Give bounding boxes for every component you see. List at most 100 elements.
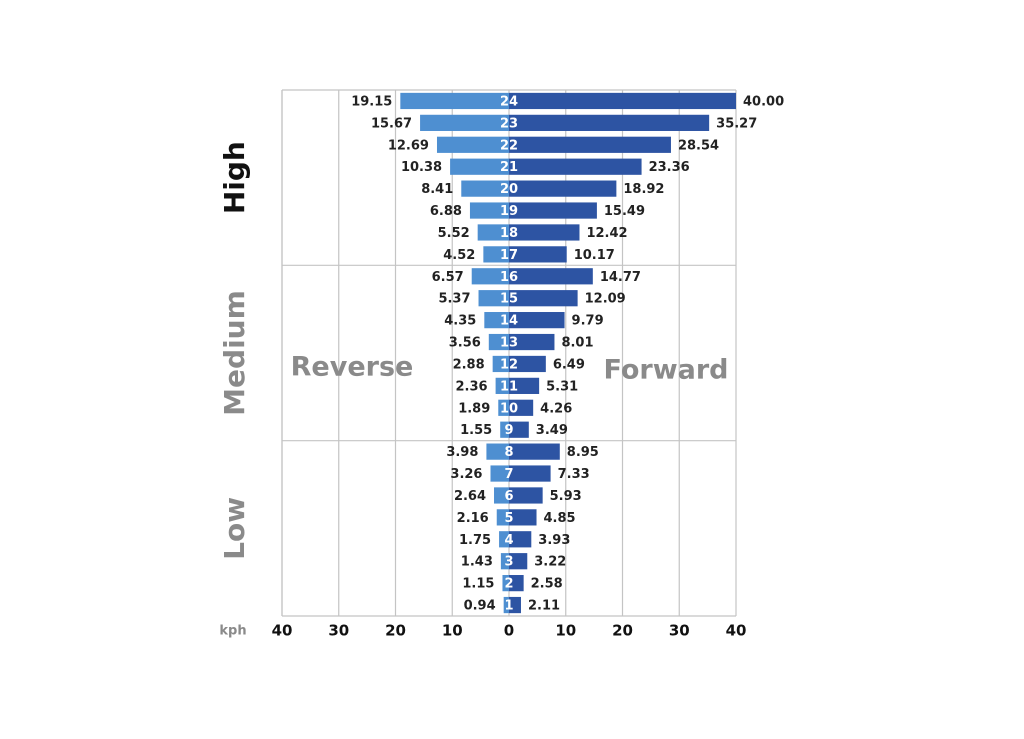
value-label: 0.94 <box>464 599 496 614</box>
value-label: 23.36 <box>649 160 690 175</box>
category-label: 19 <box>500 204 518 219</box>
bar <box>509 268 593 285</box>
bar <box>509 531 532 548</box>
bar <box>400 92 509 110</box>
bar <box>486 443 509 460</box>
value-label: 2.11 <box>528 599 560 614</box>
category-label: 13 <box>500 336 518 351</box>
bar <box>499 531 509 548</box>
x-tick-label: 40 <box>726 622 747 640</box>
value-label: 15.49 <box>604 204 645 219</box>
bar <box>477 224 509 241</box>
series-label: Forward <box>603 355 728 386</box>
bar <box>483 246 509 263</box>
value-label: 8.41 <box>421 182 453 197</box>
value-label: 2.36 <box>456 379 488 394</box>
bar <box>509 443 560 460</box>
value-label: 1.15 <box>462 577 494 592</box>
bar <box>484 312 509 329</box>
category-label: 5 <box>504 511 513 526</box>
bar <box>509 202 597 219</box>
category-label: 1 <box>504 599 513 614</box>
value-label: 3.98 <box>446 445 478 460</box>
value-label: 4.26 <box>540 401 572 416</box>
x-tick-label: 20 <box>385 622 406 640</box>
value-label: 12.69 <box>388 138 429 153</box>
x-tick-label: 30 <box>328 622 349 640</box>
x-tick-label: 20 <box>612 622 633 640</box>
value-label: 3.49 <box>536 423 568 438</box>
value-label: 4.35 <box>444 314 476 329</box>
bar <box>509 180 617 197</box>
bar <box>509 421 529 438</box>
category-label: 3 <box>504 555 513 570</box>
bar <box>509 114 710 131</box>
bar <box>509 333 555 351</box>
value-label: 2.58 <box>531 577 563 592</box>
value-label: 15.67 <box>371 116 412 131</box>
bar <box>478 290 509 307</box>
bar <box>509 224 580 241</box>
category-label: 12 <box>500 357 518 372</box>
value-label: 28.54 <box>678 138 719 153</box>
value-label: 3.22 <box>534 555 566 570</box>
value-label: 5.37 <box>438 292 470 307</box>
value-label: 19.15 <box>351 94 392 109</box>
value-label: 18.92 <box>623 182 664 197</box>
bar <box>490 465 509 482</box>
x-tick-label: 40 <box>272 622 293 640</box>
bar <box>509 377 540 394</box>
bar <box>502 575 509 592</box>
value-label: 1.89 <box>458 401 490 416</box>
category-label: 7 <box>504 467 513 482</box>
category-label: 9 <box>504 423 513 438</box>
bar <box>496 509 509 526</box>
bar <box>509 290 578 307</box>
bar <box>450 158 509 175</box>
bar <box>494 487 509 504</box>
bar <box>492 355 509 373</box>
value-label: 1.55 <box>460 423 492 438</box>
group-label: Medium <box>218 290 251 416</box>
value-label: 10.17 <box>574 248 615 263</box>
bar <box>503 596 509 614</box>
x-axis-label: kph <box>219 624 246 639</box>
value-label: 6.49 <box>553 357 585 372</box>
bar <box>509 596 521 614</box>
value-label: 5.52 <box>438 226 470 241</box>
value-label: 40.00 <box>743 94 784 109</box>
bar <box>509 509 537 526</box>
value-label: 5.93 <box>550 489 582 504</box>
category-label: 23 <box>500 116 518 131</box>
x-tick-label: 0 <box>504 622 514 640</box>
bar <box>509 575 524 592</box>
bar <box>509 312 565 329</box>
value-label: 1.75 <box>459 533 491 548</box>
bar <box>509 487 543 504</box>
bar <box>509 158 642 175</box>
value-label: 35.27 <box>716 116 757 131</box>
value-label: 5.31 <box>546 379 578 394</box>
category-label: 16 <box>500 270 518 285</box>
value-label: 1.43 <box>461 555 493 570</box>
category-label: 4 <box>504 533 513 548</box>
category-label: 21 <box>500 160 518 175</box>
bar <box>509 355 546 373</box>
category-label: 15 <box>500 292 518 307</box>
bar <box>509 92 736 110</box>
value-label: 4.52 <box>443 248 475 263</box>
bar <box>461 180 509 197</box>
bar <box>509 399 534 416</box>
bar <box>436 136 509 153</box>
category-label: 10 <box>500 401 518 416</box>
x-tick-label: 30 <box>669 622 690 640</box>
x-tick-label: 10 <box>555 622 576 640</box>
bar <box>498 399 509 416</box>
category-label: 22 <box>500 138 518 153</box>
value-label: 2.88 <box>453 357 485 372</box>
value-label: 7.33 <box>558 467 590 482</box>
bar <box>500 553 509 570</box>
series-label: Reverse <box>291 352 414 383</box>
value-label: 12.09 <box>585 292 626 307</box>
